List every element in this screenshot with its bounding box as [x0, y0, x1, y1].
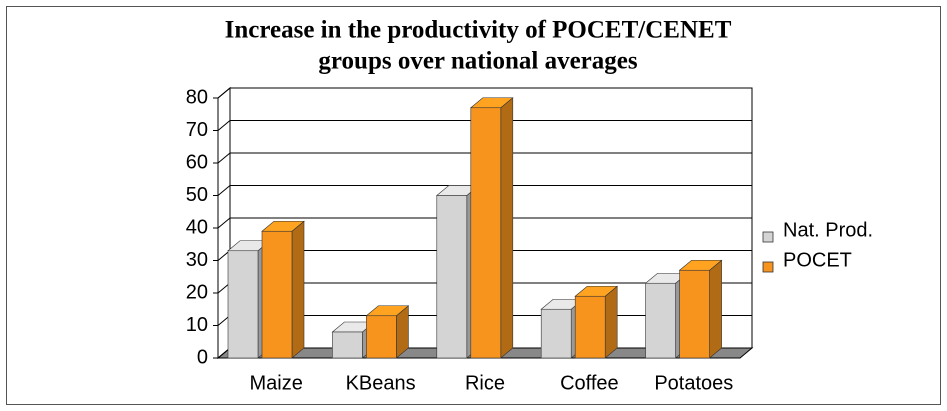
bar	[645, 282, 676, 359]
x-tick-label: Potatoes	[654, 372, 733, 394]
y-tick-label: 80	[186, 86, 208, 108]
bar	[436, 195, 468, 359]
y-tick-label: 70	[186, 119, 208, 141]
bar-side	[500, 97, 514, 359]
bar-side	[709, 259, 722, 359]
grid-line-side	[217, 120, 231, 131]
x-tick-label: Coffee	[560, 372, 619, 394]
chart-title: Increase in the productivity of POCET/CE…	[225, 17, 732, 44]
legend-swatch	[762, 231, 774, 243]
bar	[366, 315, 397, 359]
y-tick-label: 60	[186, 151, 208, 173]
legend-swatch	[762, 261, 774, 273]
y-tick-label: 40	[186, 216, 208, 238]
grid-line-side	[217, 152, 231, 164]
bar	[332, 331, 363, 359]
bar	[574, 295, 606, 359]
x-tick-label: KBeans	[346, 372, 416, 394]
chart-title: groups over national averages	[318, 48, 637, 75]
grid-line-side	[217, 87, 231, 99]
y-tick-label: 30	[186, 249, 208, 271]
x-tick-label: Maize	[250, 372, 303, 394]
y-tick-label: 10	[186, 314, 208, 336]
y-tick-label: 0	[197, 346, 208, 368]
bar	[540, 308, 572, 359]
bar	[679, 269, 710, 359]
bar	[470, 107, 502, 359]
x-tick-label: Rice	[465, 372, 505, 394]
bar-side	[604, 285, 618, 359]
bar-side	[291, 220, 305, 359]
y-tick-label: 20	[186, 281, 208, 303]
bar	[261, 230, 293, 359]
legend-label: POCET	[783, 249, 852, 271]
chart-border	[6, 6, 941, 405]
y-tick-label: 50	[186, 184, 208, 206]
bar	[227, 250, 259, 359]
legend-label: Nat. Prod.	[783, 219, 873, 241]
grid-line-side	[217, 217, 231, 229]
grid-line-side	[217, 185, 231, 196]
